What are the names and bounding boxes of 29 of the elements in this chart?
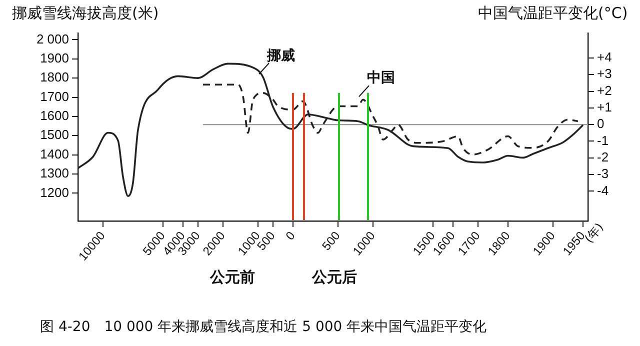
x-tick-label: 0 — [282, 228, 298, 243]
text: 图 4-20 10 000 年来挪威雪线高度和近 5 000 年来中国气温距平变化 — [40, 318, 487, 336]
y-tick-label: 1600 — [40, 108, 69, 124]
x-tick-label: 500 — [319, 228, 344, 254]
line-series — [202, 84, 579, 156]
y2-tick-label: +4 — [597, 50, 612, 65]
y2-tick-label: 0 — [597, 116, 604, 132]
y2-axis-title: 中国气温距平变化(°C) — [478, 4, 628, 23]
y2-tick-label: +3 — [597, 66, 612, 82]
series-label: 挪威 — [266, 48, 295, 64]
series-label: 中国 — [367, 70, 395, 86]
y2-tick-label: -3 — [597, 166, 609, 182]
y-tick-label: 1800 — [40, 70, 69, 85]
y-tick-label: 1700 — [40, 88, 69, 104]
y-tick-label: 1500 — [40, 127, 69, 142]
text: 公元后 — [312, 268, 357, 287]
y2-tick-label: -4 — [597, 182, 609, 198]
y-tick-label: 1300 — [40, 166, 69, 181]
y2-tick-label: -1 — [597, 132, 609, 148]
y2-tick-label: +2 — [597, 82, 612, 98]
text: 公元前 — [210, 268, 255, 287]
y-tick-label: 1900 — [40, 50, 69, 66]
y2-tick-label: -2 — [597, 149, 609, 164]
y2-tick-label: +1 — [597, 100, 612, 115]
y-tick-label: 1200 — [40, 184, 69, 200]
line-series — [77, 62, 584, 197]
y-tick-label: 1400 — [40, 146, 69, 162]
y-tick-label: 2 000 — [36, 31, 69, 46]
y-axis-title: 挪威雪线海拔高度(米) — [12, 4, 159, 23]
